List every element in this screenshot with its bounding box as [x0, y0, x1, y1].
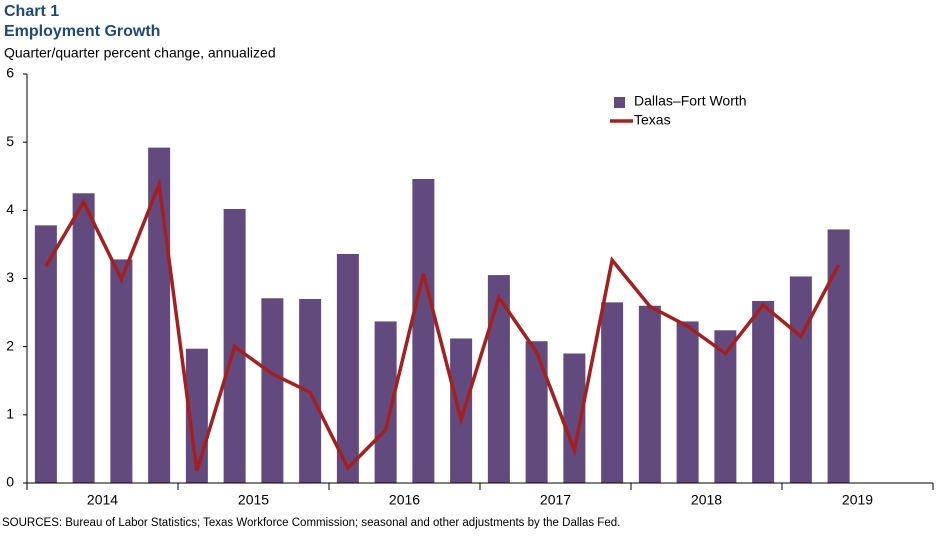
bar — [638, 305, 661, 483]
x-tick-label: 2018 — [691, 492, 722, 508]
bar — [789, 276, 812, 483]
bar — [752, 300, 775, 483]
bar — [261, 298, 284, 483]
bar — [563, 353, 586, 483]
bar — [34, 225, 57, 483]
bar — [110, 259, 133, 483]
legend-label: Texas — [634, 112, 671, 128]
bar — [72, 193, 95, 483]
legend-swatch — [614, 97, 625, 108]
y-tick-label: 2 — [6, 337, 14, 353]
bar — [827, 229, 850, 483]
legend-label: Dallas–Fort Worth — [634, 93, 747, 109]
line — [44, 177, 841, 472]
bar — [487, 275, 510, 483]
bar — [336, 253, 359, 483]
y-tick-label: 1 — [6, 406, 14, 422]
y-tick-label: 4 — [6, 201, 14, 217]
chart-title: Chart 1 — [4, 3, 59, 20]
x-tick-label: 2016 — [389, 492, 420, 508]
bar — [374, 321, 397, 483]
bar — [714, 330, 737, 483]
x-tick-label: 2017 — [540, 492, 571, 508]
bar — [412, 178, 435, 483]
y-tick-label: 6 — [6, 65, 14, 81]
chart-subtitle: Employment Growth — [4, 23, 160, 40]
y-tick-label: 0 — [6, 474, 14, 490]
x-tick-label: 2015 — [238, 492, 269, 508]
x-tick-label: 2014 — [87, 492, 118, 508]
source-note: SOURCES: Bureau of Labor Statistics; Tex… — [2, 517, 620, 529]
bar — [450, 338, 473, 483]
y-tick-label: 5 — [6, 133, 14, 149]
bar — [525, 341, 548, 483]
y-tick-label: 3 — [6, 269, 14, 285]
bar — [601, 302, 624, 483]
bar — [676, 321, 699, 483]
x-tick-label: 2019 — [842, 492, 873, 508]
y-axis-label: Quarter/quarter percent change, annualiz… — [4, 45, 276, 61]
